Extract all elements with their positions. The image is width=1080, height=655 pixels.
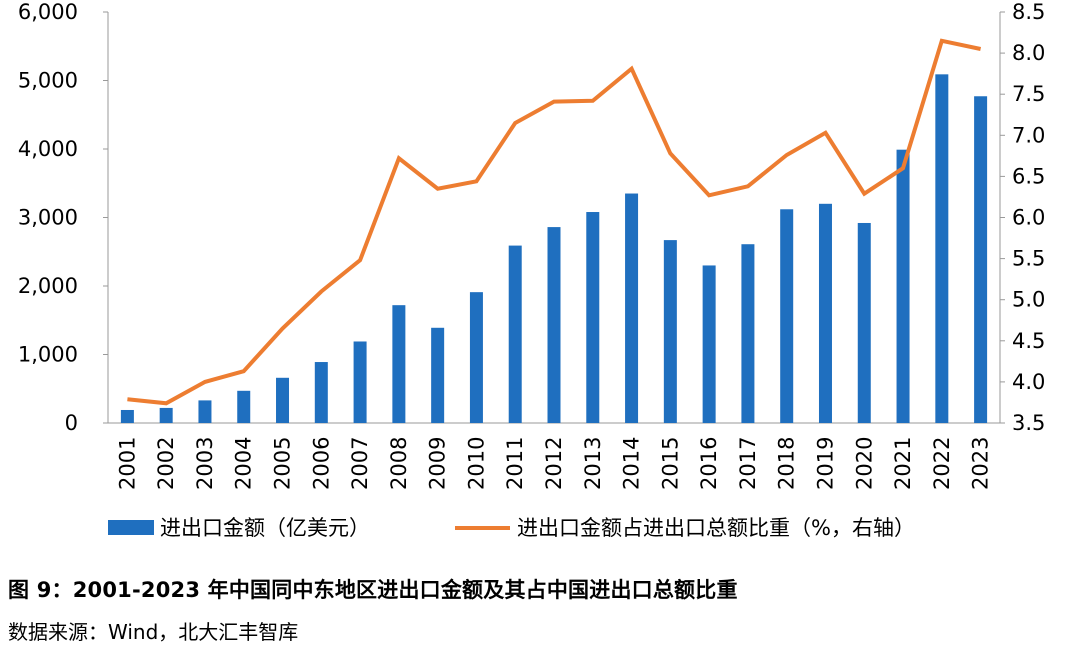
bar-2023 — [974, 96, 988, 423]
bar-2003 — [198, 400, 212, 423]
bar-2012 — [547, 227, 561, 423]
right-tick-label: 6.5 — [1012, 164, 1045, 188]
right-tick-label: 6.0 — [1012, 206, 1045, 230]
legend-bar-label: 进出口金额（亿美元） — [160, 516, 370, 540]
left-tick-label: 6,000 — [18, 0, 78, 24]
x-tick-label: 2020 — [852, 437, 876, 490]
left-tick-label: 1,000 — [18, 343, 78, 367]
x-tick-label: 2003 — [193, 437, 217, 490]
bar-2002 — [159, 407, 173, 423]
bar-2010 — [469, 292, 483, 423]
x-tick-label: 2016 — [697, 437, 721, 490]
x-tick-label: 2009 — [426, 437, 450, 490]
right-tick-label: 7.0 — [1012, 123, 1045, 147]
x-tick-label: 2007 — [348, 437, 372, 490]
x-tick-label: 2011 — [503, 437, 527, 490]
x-tick-label: 2015 — [658, 437, 682, 490]
bar-2007 — [353, 341, 367, 423]
bar-2021 — [896, 149, 910, 423]
x-tick-label: 2023 — [969, 437, 993, 490]
bar-2009 — [431, 327, 445, 423]
x-tick-label: 2013 — [581, 437, 605, 490]
figure-caption: 图 9：2001-2023 年中国同中东地区进出口金额及其占中国进出口总额比重 — [8, 578, 738, 602]
left-tick-label: 3,000 — [18, 206, 78, 230]
x-tick-label: 2001 — [115, 437, 139, 490]
right-tick-label: 8.0 — [1012, 41, 1045, 65]
right-tick-label: 4.5 — [1012, 329, 1045, 353]
x-tick-label: 2022 — [930, 437, 954, 490]
share-line-series — [127, 38, 982, 406]
combo-chart: 0 1,000 2,000 3,000 4,000 5,000 6,000 3.5 4.0 4.5… — [18, 0, 1046, 540]
bar-2016 — [702, 265, 716, 423]
x-tick-label: 2004 — [232, 437, 256, 490]
left-tick-label: 4,000 — [18, 137, 78, 161]
x-tick-label: 2008 — [387, 437, 411, 490]
right-tick-label: 7.5 — [1012, 82, 1045, 106]
bar-2008 — [392, 305, 406, 423]
bar-2005 — [276, 377, 290, 423]
x-tick-label: 2002 — [154, 437, 178, 490]
x-tick-label: 2017 — [736, 437, 760, 490]
x-tick-label: 2005 — [271, 437, 295, 490]
x-tick-label: 2010 — [464, 437, 488, 490]
x-tick-label: 2021 — [891, 437, 915, 490]
bar-2015 — [663, 240, 677, 423]
bar-2006 — [314, 362, 328, 423]
left-tick-label: 2,000 — [18, 274, 78, 298]
x-tick-label: 2018 — [775, 437, 799, 490]
bar-2001 — [120, 409, 134, 423]
bar-2022 — [935, 74, 949, 424]
bar-2018 — [780, 209, 794, 423]
bar-2004 — [237, 390, 251, 423]
left-tick-label: 5,000 — [18, 69, 78, 93]
bar-2019 — [818, 203, 832, 423]
right-tick-label: 3.5 — [1012, 411, 1045, 435]
right-tick-label: 5.5 — [1012, 247, 1045, 271]
bar-2020 — [857, 222, 871, 423]
legend-line-label: 进出口金额占进出口总额比重（%，右轴） — [517, 516, 915, 540]
right-tick-label: 8.5 — [1012, 0, 1045, 24]
bar-2017 — [741, 244, 755, 423]
right-tick-label: 5.0 — [1012, 288, 1045, 312]
x-tick-label: 2019 — [813, 437, 837, 490]
x-tick-label: 2014 — [620, 437, 644, 490]
x-tick-label: 2006 — [309, 437, 333, 490]
data-source: 数据来源：Wind，北大汇丰智库 — [8, 620, 299, 644]
x-tick-label: 2012 — [542, 437, 566, 490]
right-tick-label: 4.0 — [1012, 370, 1045, 394]
legend-bar-swatch — [108, 520, 154, 535]
chart-area: 0 1,000 2,000 3,000 4,000 5,000 6,000 3.5 4.0 4.5… — [18, 0, 1046, 540]
left-tick-label: 0 — [65, 411, 78, 435]
bar-2014 — [625, 193, 639, 423]
bar-2013 — [586, 212, 600, 423]
bar-2011 — [508, 245, 522, 423]
